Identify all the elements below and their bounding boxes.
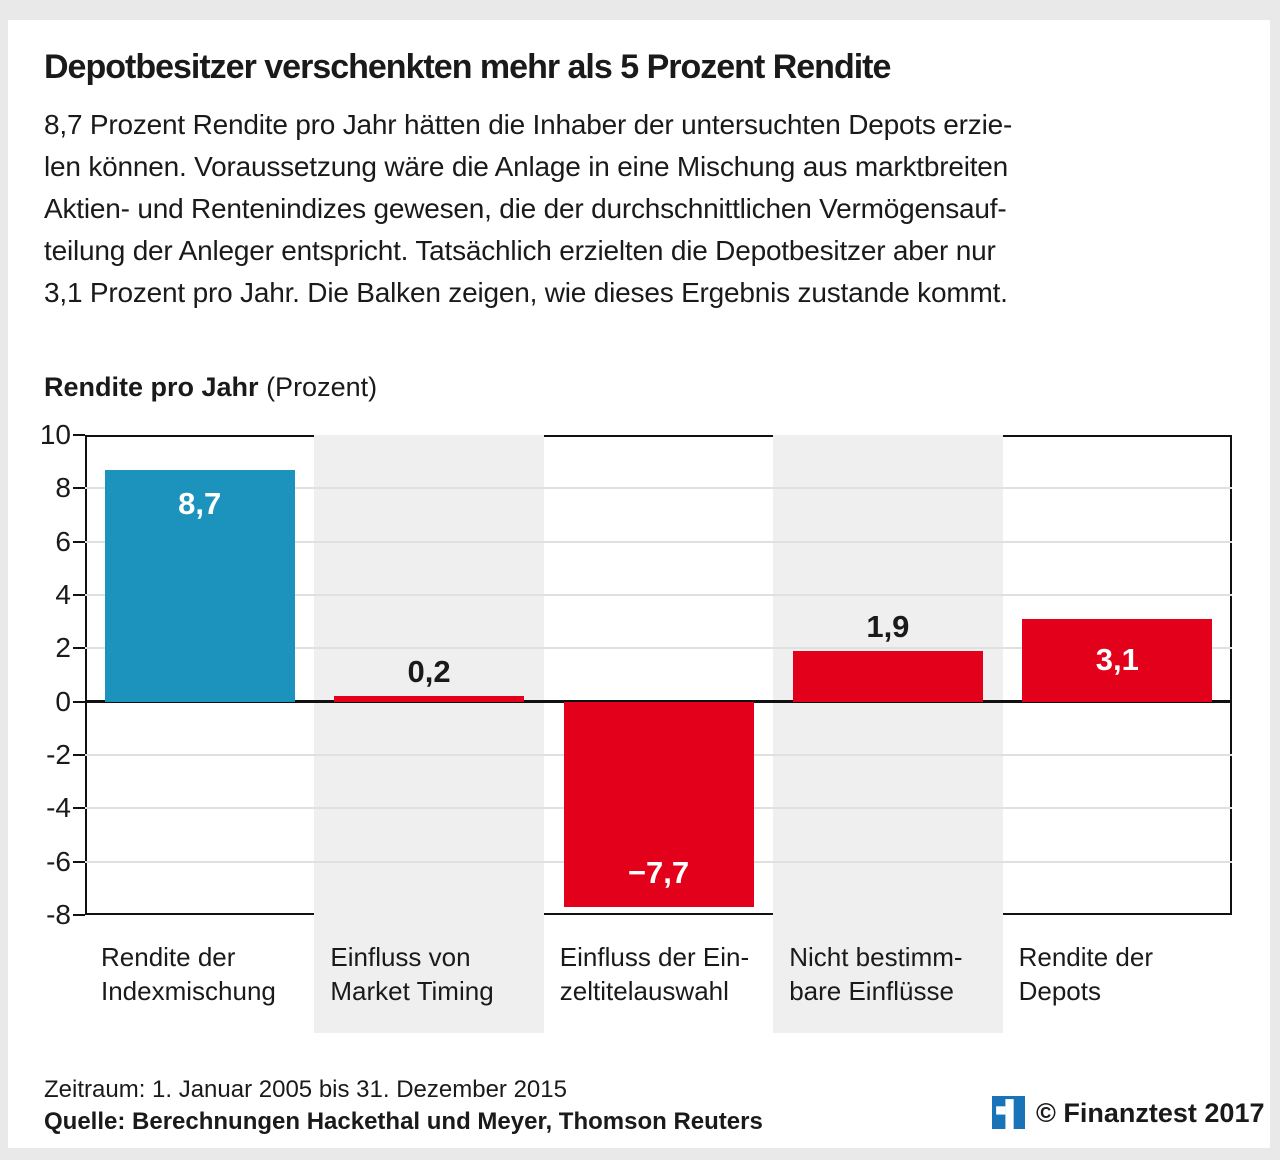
category-label: Rendite der Indexmischung: [101, 940, 276, 1008]
bar-value-label: 3,1: [1095, 642, 1139, 678]
gridline: [85, 647, 1232, 650]
category-label-line2: zeltitelauswahl: [559, 976, 729, 1006]
category-label-line2: Indexmischung: [101, 976, 276, 1006]
chart-bar: [1022, 619, 1213, 702]
y-axis-tick-label: 6: [55, 525, 71, 557]
description-line: teilung der Anleger entspricht. Tatsächl…: [44, 235, 996, 266]
bar-value-label: 1,9: [866, 609, 910, 644]
description-line: 8,7 Prozent Rendite pro Jahr hätten die …: [44, 109, 1013, 140]
finanztest-logo-icon: [992, 1096, 1025, 1129]
copyright-label: © Finanztest 2017: [1036, 1098, 1265, 1128]
category-label-line2: Depots: [1018, 976, 1101, 1006]
y-axis-tick-label: 0: [55, 685, 71, 717]
chart-bar: [563, 701, 754, 907]
plot-bottom-border: [85, 913, 1232, 915]
y-axis-tick: [73, 487, 85, 490]
chart-description: 8,7 Prozent Rendite pro Jahr hätten die …: [44, 104, 1244, 314]
axis-title-unit: (Prozent): [266, 372, 378, 402]
y-axis-tick: [73, 807, 85, 810]
y-axis-tick-label: -8: [46, 899, 71, 930]
category-label-line2: Market Timing: [330, 976, 494, 1006]
category-label: Rendite der Depots: [1019, 940, 1153, 1008]
category-label-line2: bare Einflüsse: [789, 976, 954, 1006]
y-axis-tick: [73, 700, 85, 703]
gridline: [85, 487, 1232, 490]
bar-value-label: −7,7: [627, 855, 690, 890]
y-axis-tick: [73, 434, 85, 436]
y-axis-tick-label: 4: [55, 579, 71, 610]
axis-title: Rendite pro Jahr (Prozent): [44, 372, 377, 403]
y-axis-tick: [73, 594, 85, 596]
y-axis-tick-label: -4: [46, 792, 71, 824]
category-label-line1: Rendite der: [1018, 942, 1154, 972]
axis-title-bold: Rendite pro Jahr: [44, 372, 259, 402]
y-axis-tick-label: -2: [46, 739, 71, 770]
gridline: [85, 540, 1232, 543]
plot-right-border: [1230, 435, 1232, 915]
y-axis-tick-label: 8: [55, 472, 71, 504]
y-axis-tick: [73, 754, 85, 756]
y-axis-tick: [73, 647, 85, 650]
y-axis-tick: [73, 540, 85, 543]
category-label: Einfluss der Ein-zeltitelauswahl: [560, 940, 749, 1008]
y-axis-line: [85, 435, 87, 915]
category-label-line1: Einfluss der Ein-: [559, 942, 750, 972]
y-axis-tick: [73, 860, 85, 863]
description-line: Aktien- und Rentenindizes gewesen, die d…: [44, 193, 1007, 224]
description-line: len können. Voraussetzung wäre die Anlag…: [44, 151, 1009, 182]
period-note: Zeitraum: 1. Januar 2005 bis 31. Dezembe…: [44, 1076, 567, 1103]
y-axis-tick: [73, 914, 85, 916]
chart-bar: [792, 651, 983, 702]
category-label-line1: Nicht bestimm-: [789, 942, 963, 972]
column-shading-band: [314, 435, 544, 1033]
page-title: Depotbesitzer verschenkten mehr als 5 Pr…: [44, 48, 891, 86]
description-line: 3,1 Prozent pro Jahr. Die Balken zeigen,…: [44, 277, 1008, 308]
y-axis-tick-label: 10: [39, 419, 71, 450]
category-label-line1: Rendite der: [101, 942, 236, 972]
gridline: [85, 594, 1232, 596]
y-axis-tick-label: -6: [46, 845, 71, 877]
chart-bar: [334, 696, 525, 702]
chart-bar: [104, 469, 295, 702]
source-note: Quelle: Berechnungen Hackethal und Meyer…: [44, 1108, 763, 1135]
category-label: Nicht bestimm-bare Einflüsse: [789, 940, 962, 1008]
category-label: Einfluss von Market Timing: [330, 940, 493, 1008]
chart-card: Depotbesitzer verschenkten mehr als 5 Pr…: [8, 20, 1270, 1148]
plot-top-border: [85, 435, 1232, 437]
bar-value-label: 8,7: [178, 485, 222, 521]
bar-value-label: 0,2: [407, 654, 451, 690]
column-shading-band: [773, 435, 1003, 1033]
category-label-line1: Einfluss von: [330, 942, 471, 972]
bar-chart-plot-area: 10 8 6 4 2 0 -2 -4 -6 -8 8,7 Rendite der Indexmischu…: [40, 419, 1232, 1033]
y-axis-tick-label: 2: [55, 632, 71, 664]
